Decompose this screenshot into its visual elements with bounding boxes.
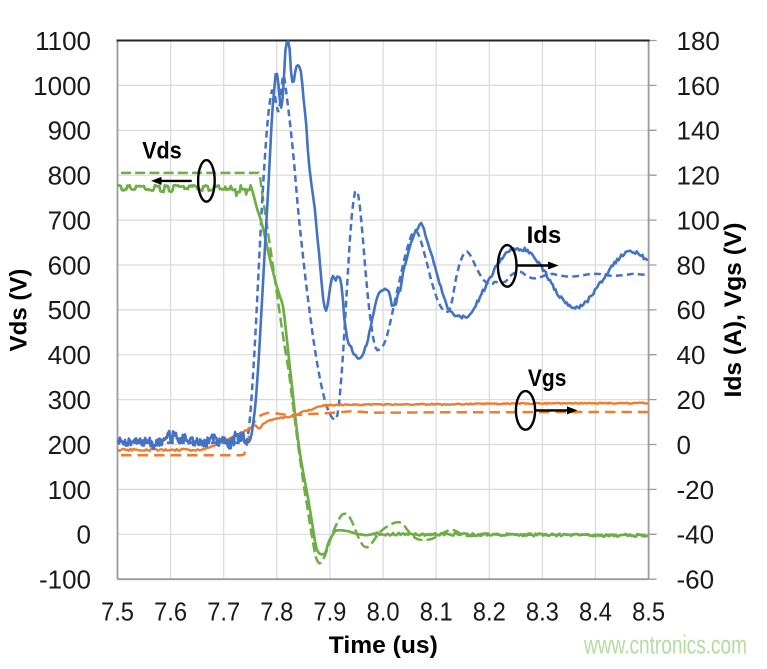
svg-text:40: 40 <box>677 340 706 370</box>
svg-text:600: 600 <box>48 250 91 280</box>
svg-text:8.5: 8.5 <box>632 597 665 627</box>
svg-text:80: 80 <box>677 250 706 280</box>
svg-text:0: 0 <box>677 430 691 460</box>
svg-text:100: 100 <box>677 206 720 236</box>
svg-text:Vds: Vds <box>142 138 182 165</box>
svg-text:7.6: 7.6 <box>154 597 187 627</box>
svg-text:Vds (V): Vds (V) <box>6 269 33 352</box>
svg-text:160: 160 <box>677 71 720 101</box>
svg-text:800: 800 <box>48 161 91 191</box>
svg-text:8.4: 8.4 <box>579 597 612 627</box>
svg-text:Vgs: Vgs <box>528 365 567 392</box>
svg-text:60: 60 <box>677 295 706 325</box>
svg-text:Ids: Ids <box>527 222 562 249</box>
svg-text:8.3: 8.3 <box>526 597 559 627</box>
svg-text:700: 700 <box>48 206 91 236</box>
svg-text:7.5: 7.5 <box>101 597 134 627</box>
svg-text:200: 200 <box>48 430 91 460</box>
svg-text:140: 140 <box>677 116 720 146</box>
svg-text:180: 180 <box>677 26 720 56</box>
svg-text:-20: -20 <box>677 475 715 505</box>
svg-text:8.0: 8.0 <box>367 597 400 627</box>
svg-text:8.2: 8.2 <box>473 597 506 627</box>
svg-text:1100: 1100 <box>35 26 91 56</box>
svg-text:0: 0 <box>77 520 91 550</box>
svg-text:100: 100 <box>48 475 91 505</box>
svg-text:7.7: 7.7 <box>207 597 240 627</box>
svg-text:1000: 1000 <box>33 71 91 101</box>
svg-text:-100: -100 <box>39 565 91 595</box>
svg-text:120: 120 <box>677 161 720 191</box>
svg-text:Ids (A), Vgs (V): Ids (A), Vgs (V) <box>720 223 747 398</box>
svg-text:20: 20 <box>677 385 706 415</box>
svg-text:500: 500 <box>48 295 91 325</box>
svg-text:7.9: 7.9 <box>313 597 346 627</box>
svg-text:7.8: 7.8 <box>260 597 293 627</box>
svg-text:Time (us): Time (us) <box>329 632 438 659</box>
svg-text:-40: -40 <box>677 520 715 550</box>
svg-text:-60: -60 <box>677 565 715 595</box>
svg-text:www.cntronics.com: www.cntronics.com <box>583 630 747 660</box>
svg-text:400: 400 <box>48 340 91 370</box>
svg-text:300: 300 <box>48 385 91 415</box>
svg-text:900: 900 <box>48 116 91 146</box>
svg-text:8.1: 8.1 <box>420 597 453 627</box>
